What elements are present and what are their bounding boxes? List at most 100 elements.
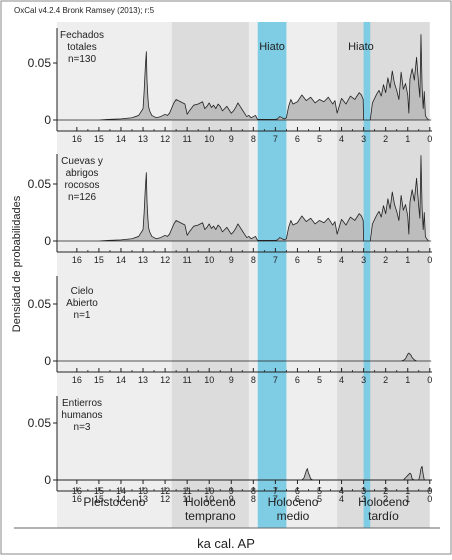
x-tick-label-3-15: 15	[94, 375, 104, 385]
x-tick-label-4-2: 2	[383, 494, 388, 504]
x-tick-label-2-10: 10	[204, 255, 214, 265]
panel-label-1-line-3: n=130	[68, 54, 97, 65]
y-tick-label-1-1: 0.05	[28, 56, 52, 70]
x-tick-label-1-9: 9	[229, 134, 234, 144]
x-tick-label-3-10: 10	[204, 375, 214, 385]
x-tick-label-4-12: 12	[160, 494, 170, 504]
x-tick-label-2-14: 14	[116, 255, 126, 265]
panel-label-2-line-2: abrigos	[66, 168, 99, 179]
y-tick-label-3-0: 0	[44, 354, 51, 368]
period-axis-tick-label-0: 0	[427, 486, 432, 496]
period-name-3-line-2: medio	[277, 509, 310, 523]
x-tick-label-1-5: 5	[317, 134, 322, 144]
period-axis-tick-label-6: 6	[295, 486, 300, 496]
x-axis-label: ka cal. AP	[197, 536, 255, 551]
hiatus-bands: Hiato Hiato	[257, 22, 374, 528]
period-axis-tick-label-9: 9	[229, 486, 234, 496]
density-area-1	[56, 34, 432, 121]
period-band-2	[171, 22, 249, 528]
density-area-4	[56, 465, 432, 481]
period-name-3-line-1: Holoceno	[268, 495, 319, 509]
panel-label-1-line-2: totales	[67, 42, 96, 53]
oxcal-header: OxCal v4.2.4 Bronk Ramsey (2013); r:5	[14, 6, 155, 15]
x-tick-label-2-7: 7	[273, 255, 278, 265]
x-tick-label-3-0: 0	[427, 375, 432, 385]
period-axis-tick-label-8: 8	[251, 486, 256, 496]
x-tick-label-3-12: 12	[160, 375, 170, 385]
x-tick-label-4-0: 0	[427, 494, 432, 504]
x-tick-label-2-5: 5	[317, 255, 322, 265]
hiatus-band-1	[257, 22, 287, 528]
x-tick-label-2-12: 12	[160, 255, 170, 265]
x-tick-label-1-10: 10	[204, 134, 214, 144]
hiatus-label-1: Hiato	[259, 41, 285, 53]
x-tick-label-2-16: 16	[72, 255, 82, 265]
x-tick-label-2-6: 6	[295, 255, 300, 265]
panel-label-2-line-3: rocosos	[64, 180, 99, 191]
x-tick-label-4-7: 7	[273, 494, 278, 504]
x-tick-label-2-15: 15	[94, 255, 104, 265]
x-tick-label-4-16: 16	[72, 494, 82, 504]
period-axis-tick-label-12: 12	[160, 486, 170, 496]
x-tick-label-1-4: 4	[339, 134, 344, 144]
x-tick-label-2-3: 3	[361, 255, 366, 265]
period-axis-tick-label-11: 11	[182, 486, 191, 496]
x-tick-label-4-11: 11	[182, 494, 191, 504]
panel-label-4-line-1: Entierros	[62, 398, 102, 409]
x-tick-label-1-2: 2	[383, 134, 388, 144]
panel-label-4-line-2: humanos	[61, 410, 102, 421]
x-tick-label-1-14: 14	[116, 134, 126, 144]
panel-label-3-line-2: Abierto	[66, 298, 98, 309]
period-band-1	[57, 22, 172, 528]
y-tick-label-4-1: 0.05	[28, 416, 52, 430]
x-tick-label-1-15: 15	[94, 134, 104, 144]
x-tick-label-3-11: 11	[182, 375, 191, 385]
x-tick-label-4-4: 4	[339, 494, 344, 504]
x-tick-label-1-11: 11	[182, 134, 191, 144]
panel-label-1-line-1: Fechados	[60, 30, 104, 41]
x-tick-label-2-8: 8	[251, 255, 256, 265]
y-tick-label-3-1: 0.05	[28, 297, 52, 311]
x-tick-label-4-9: 9	[229, 494, 234, 504]
x-tick-label-3-8: 8	[251, 375, 256, 385]
x-tick-label-1-7: 7	[273, 134, 278, 144]
x-tick-label-1-13: 13	[138, 134, 148, 144]
x-tick-label-3-14: 14	[116, 375, 126, 385]
period-axis-tick-label-10: 10	[204, 486, 214, 496]
x-tick-label-1-8: 8	[251, 134, 256, 144]
x-tick-label-4-1: 1	[405, 494, 410, 504]
period-axis-tick-label-3: 3	[361, 486, 366, 496]
period-axis-tick-label-15: 15	[94, 486, 104, 496]
x-tick-label-3-5: 5	[317, 375, 322, 385]
period-name-4-line-1: Holoceno	[358, 495, 409, 509]
x-tick-label-1-12: 12	[160, 134, 170, 144]
hiatus-band-2	[363, 22, 371, 528]
period-name-2-line-2: temprano	[185, 509, 236, 523]
x-tick-label-3-13: 13	[138, 375, 148, 385]
density-area-2	[56, 155, 432, 242]
x-tick-label-3-3: 3	[361, 375, 366, 385]
x-tick-label-4-6: 6	[295, 494, 300, 504]
x-tick-label-4-5: 5	[317, 494, 322, 504]
panel-label-4-line-3: n=3	[74, 422, 91, 433]
x-tick-label-1-3: 3	[361, 134, 366, 144]
x-tick-label-2-13: 13	[138, 255, 148, 265]
x-tick-label-3-2: 2	[383, 375, 388, 385]
panel-label-2-line-4: n=126	[68, 192, 97, 203]
x-tick-label-2-0: 0	[427, 255, 432, 265]
x-tick-label-4-15: 15	[94, 494, 104, 504]
period-axis-tick-label-7: 7	[273, 486, 278, 496]
x-tick-label-1-6: 6	[295, 134, 300, 144]
panel-label-2-line-1: Cuevas y	[61, 156, 103, 167]
period-axis-tick-label-1: 1	[405, 486, 410, 496]
x-tick-label-4-8: 8	[251, 494, 256, 504]
x-tick-label-3-4: 4	[339, 375, 344, 385]
x-tick-label-1-1: 1	[405, 134, 410, 144]
period-axis-tick-label-13: 13	[138, 486, 148, 496]
x-tick-label-2-2: 2	[383, 255, 388, 265]
